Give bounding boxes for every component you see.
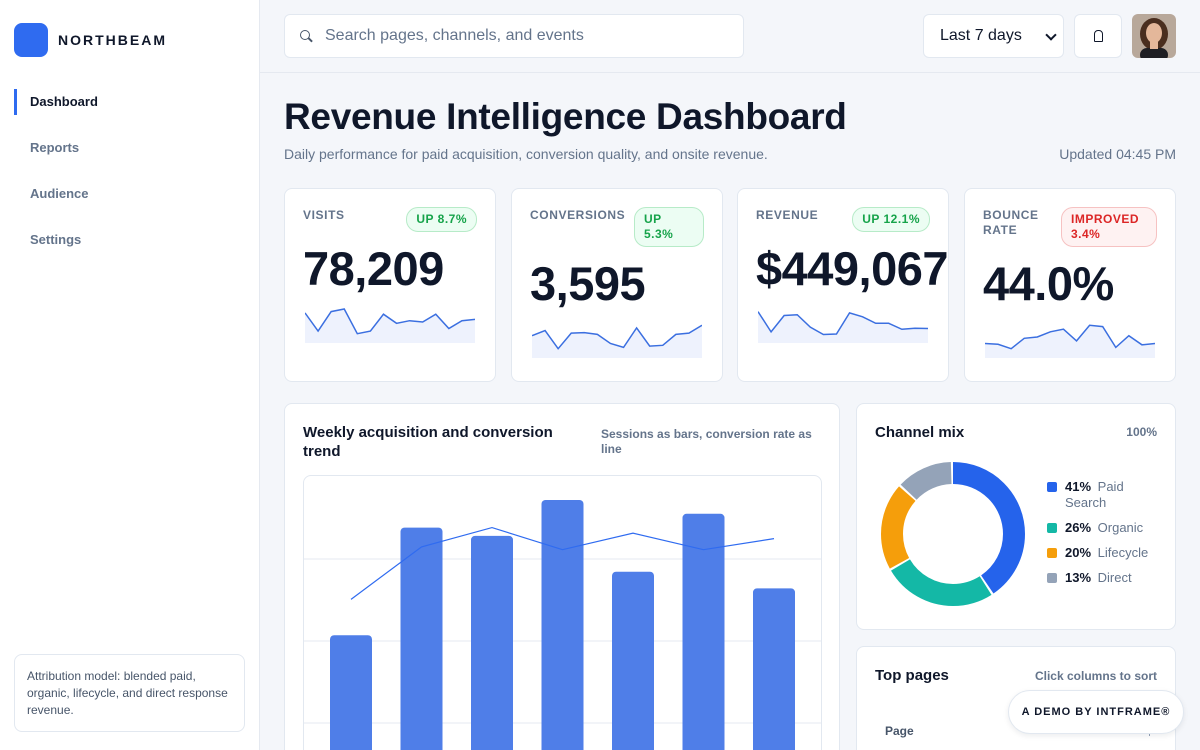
bar	[682, 513, 725, 750]
legend-item-lifecycle[interactable]: 20% Lifecycle	[1047, 545, 1162, 561]
sidebar-item-settings[interactable]: Settings	[30, 232, 82, 247]
kpi-label: VISITS	[303, 208, 345, 222]
kpi-label: REVENUE	[756, 208, 819, 222]
sparkline-fill	[305, 309, 475, 343]
kpi-label: BOUNCE RATE	[983, 208, 1039, 237]
channel-legend: 41% Paid Search 26% Organic 20% Lifecycl…	[1047, 479, 1162, 595]
trend-badge: UP 8.7%	[406, 207, 477, 232]
legend-item-direct[interactable]: 13% Direct	[1047, 570, 1162, 586]
kpi-card-visits: VISITS UP 8.7% 78,209	[284, 188, 496, 382]
sidebar: NORTHBEAM Dashboard Reports Audience Set…	[0, 0, 260, 750]
kpi-value: 78,209	[303, 242, 444, 295]
bell-icon	[1093, 30, 1103, 42]
demo-badge[interactable]: A DEMO BY INTFRAME®	[1008, 690, 1184, 734]
sidebar-item-reports[interactable]: Reports	[30, 140, 80, 155]
legend-item-organic[interactable]: 26% Organic	[1047, 520, 1162, 536]
legend-label: Direct	[1097, 570, 1132, 585]
legend-pct: 20%	[1065, 545, 1092, 560]
bar	[753, 588, 795, 750]
trend-badge: UP 12.1%	[852, 207, 930, 232]
trend-chart	[303, 475, 822, 750]
user-avatar-icon	[1132, 14, 1176, 58]
sparkline-line	[758, 311, 928, 336]
date-range-value: Last 7 days	[940, 27, 1022, 44]
search-box[interactable]	[284, 14, 744, 58]
column-header-page[interactable]: Page	[885, 724, 914, 738]
channel-donut-chart	[881, 462, 1025, 606]
search-input[interactable]	[325, 27, 725, 45]
search-icon	[299, 29, 313, 43]
legend-swatch	[1047, 573, 1057, 583]
card-title: Weekly acquisition and conversion trend	[303, 424, 553, 460]
sparkline-line	[532, 324, 702, 350]
legend-swatch	[1047, 548, 1057, 558]
card-title: Top pages	[875, 667, 949, 684]
kpi-value: 44.0%	[983, 257, 1114, 310]
page-subtitle: Daily performance for paid acquisition, …	[284, 146, 768, 162]
kpi-value: 3,595	[530, 257, 646, 310]
sparkline-fill	[532, 325, 702, 358]
kpi-card-revenue: REVENUE UP 12.1% $449,067	[737, 188, 949, 382]
bar	[541, 500, 584, 750]
card-title: Channel mix	[875, 424, 965, 441]
donut-segment	[881, 462, 1025, 606]
bar	[612, 571, 654, 750]
date-range-select[interactable]: Last 7 days	[923, 14, 1064, 58]
legend-label: Paid Search	[1065, 479, 1124, 510]
attribution-note: Attribution model: blended paid, organic…	[14, 654, 245, 732]
sparkline	[532, 324, 702, 358]
topbar: Last 7 days	[260, 0, 1200, 73]
legend-pct: 13%	[1065, 570, 1092, 585]
sparkline-line	[305, 308, 475, 335]
chart-note: Sessions as bars, conversion rate as lin…	[601, 427, 812, 456]
sparkline-fill	[985, 325, 1155, 358]
trend-badge: IMPROVED 3.4%	[1061, 207, 1157, 247]
avatar[interactable]	[1132, 14, 1176, 58]
legend-label: Lifecycle	[1097, 545, 1149, 560]
sparkline	[305, 308, 475, 343]
sparkline	[985, 324, 1155, 358]
legend-pct: 41%	[1065, 479, 1092, 494]
brand[interactable]: NORTHBEAM	[14, 23, 167, 57]
brand-logo-icon	[14, 23, 48, 57]
kpi-label: CONVERSIONS	[530, 208, 626, 222]
sparkline	[758, 311, 928, 343]
legend-label: Organic	[1097, 520, 1144, 535]
legend-swatch	[1047, 482, 1057, 492]
conversion-rate-line	[350, 526, 775, 600]
legend-pct: 26%	[1065, 520, 1092, 535]
sort-hint: Click columns to sort	[1034, 669, 1157, 683]
kpi-card-conversions: CONVERSIONS UP 5.3% 3,595	[511, 188, 723, 382]
donut-segment	[881, 462, 1025, 606]
mix-total: 100%	[1126, 425, 1157, 439]
chevron-down-icon	[1045, 29, 1057, 41]
kpi-value: $449,067	[756, 242, 949, 295]
kpi-card-bounce-rate: BOUNCE RATE IMPROVED 3.4% 44.0%	[964, 188, 1176, 382]
trend-chart-svg	[304, 500, 821, 750]
bar	[400, 527, 443, 750]
legend-item-paid-search[interactable]: 41% Paid Search	[1047, 479, 1162, 511]
legend-swatch	[1047, 523, 1057, 533]
sparkline-line	[985, 324, 1155, 350]
sidebar-nav: Dashboard Reports Audience Settings	[14, 89, 246, 273]
notifications-button[interactable]	[1074, 14, 1122, 58]
trend-badge: UP 5.3%	[634, 207, 704, 247]
page-title: Revenue Intelligence Dashboard	[284, 96, 847, 137]
sidebar-item-dashboard[interactable]: Dashboard	[14, 89, 246, 115]
sidebar-item-audience[interactable]: Audience	[30, 186, 89, 201]
last-updated: Updated 04:45 PM	[1059, 146, 1176, 162]
sparkline-fill	[758, 311, 928, 343]
bar	[330, 635, 372, 750]
bar	[471, 535, 513, 750]
brand-name: NORTHBEAM	[58, 32, 167, 48]
channel-mix-card: Channel mix 100% 41% Paid Search 26% Org…	[856, 403, 1176, 630]
donut-segment	[881, 462, 1025, 606]
weekly-trend-card: Weekly acquisition and conversion trend …	[284, 403, 840, 750]
